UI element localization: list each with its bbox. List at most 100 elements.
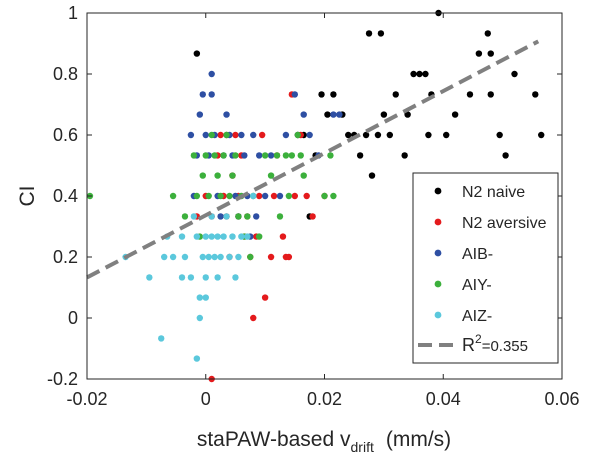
x-axis-label-main: staPAW-based v: [197, 428, 351, 451]
data-point: [538, 131, 545, 139]
data-point: [258, 131, 266, 139]
data-point: [193, 50, 201, 57]
data-point: [324, 111, 331, 118]
data-point: [193, 355, 201, 362]
data-point: [169, 192, 177, 200]
data-point: [294, 131, 301, 139]
legend-label: N2 naive: [462, 184, 525, 201]
data-point: [202, 131, 209, 139]
data-point: [285, 253, 293, 261]
data-point: [199, 253, 206, 261]
x-axis-label-subscript: drift: [351, 439, 374, 455]
data-point: [244, 213, 251, 220]
data-point: [232, 152, 239, 159]
legend-label: AIB-: [462, 246, 493, 263]
legend-label: AIY-: [462, 277, 492, 294]
data-point: [532, 91, 539, 98]
data-point: [345, 131, 352, 139]
data-point: [223, 111, 230, 118]
data-point: [297, 152, 304, 159]
legend-fit-label-sup: 2: [475, 332, 482, 346]
data-point: [208, 131, 215, 139]
data-point: [475, 50, 483, 57]
y-tick-label: 0.8: [53, 64, 78, 84]
data-point: [220, 152, 227, 159]
data-point: [232, 274, 239, 281]
data-point: [374, 131, 382, 139]
data-point: [392, 91, 399, 98]
data-point: [401, 152, 408, 159]
y-tick-label: -0.2: [47, 369, 78, 389]
data-point: [443, 131, 450, 139]
x-tick-label: 0: [201, 389, 211, 409]
data-point: [229, 172, 236, 179]
data-point: [276, 192, 284, 200]
x-tick-label: -0.02: [66, 389, 107, 409]
data-point: [410, 70, 417, 78]
data-point: [255, 152, 263, 159]
data-point: [368, 172, 376, 179]
data-point: [511, 70, 518, 78]
data-point: [199, 91, 206, 98]
data-point: [422, 70, 429, 78]
data-point: [250, 131, 257, 139]
data-point: [223, 213, 230, 220]
legend: N2 naive N2 aversive AIB- AIY- AIZ- R2=0.355: [412, 172, 559, 364]
data-point: [261, 152, 269, 159]
data-point: [223, 131, 230, 139]
legend-label: N2 aversive: [462, 215, 547, 232]
data-point: [487, 50, 494, 57]
legend-marker: [434, 249, 442, 257]
data-point: [199, 172, 206, 179]
data-point: [330, 91, 337, 98]
data-point: [309, 213, 316, 220]
data-point: [205, 192, 212, 200]
data-point: [217, 213, 224, 220]
y-axis-label: CI: [16, 186, 39, 207]
data-point: [318, 91, 325, 98]
data-point: [273, 152, 281, 159]
data-point: [202, 233, 209, 240]
data-point: [208, 233, 215, 240]
y-axis-ticks: -0.2 0 0.2 0.4 0.6 0.8 1: [47, 3, 562, 389]
legend-marker: [434, 280, 442, 288]
data-point: [282, 131, 290, 139]
data-point: [250, 192, 257, 200]
x-tick-label: 0.06: [544, 389, 579, 409]
legend-marker: [434, 311, 442, 319]
data-point: [196, 314, 204, 322]
legend-box: [412, 172, 559, 364]
legend-fit-label-prefix: R: [462, 335, 475, 355]
data-point: [451, 111, 459, 118]
data-point: [208, 91, 215, 98]
data-point: [321, 192, 328, 200]
x-axis-ticks: -0.02 0 0.02 0.04 0.06: [66, 13, 580, 409]
data-point: [404, 111, 411, 118]
data-point: [330, 111, 337, 118]
data-point: [214, 172, 221, 179]
legend-fit-label: R2=0.355: [462, 332, 528, 355]
data-point: [244, 233, 251, 240]
data-point: [187, 274, 195, 281]
series-4: [122, 192, 257, 362]
data-point: [178, 233, 186, 240]
data-point: [232, 131, 239, 139]
data-point: [327, 152, 334, 159]
data-point: [190, 152, 198, 159]
regression-fit-line: [86, 39, 540, 280]
data-point: [187, 131, 195, 139]
y-tick-label: 0.6: [53, 125, 78, 145]
data-point: [169, 253, 177, 261]
data-point: [193, 233, 201, 240]
data-point: [496, 131, 503, 139]
legend-fit-label-suffix: =0.355: [482, 338, 528, 355]
x-tick-label: 0.04: [426, 389, 461, 409]
data-point: [205, 253, 212, 261]
data-point: [336, 111, 343, 118]
data-point: [330, 192, 337, 200]
data-point: [487, 91, 494, 98]
data-point: [255, 233, 263, 240]
data-point: [202, 152, 209, 159]
y-tick-label: 0.4: [53, 186, 78, 206]
